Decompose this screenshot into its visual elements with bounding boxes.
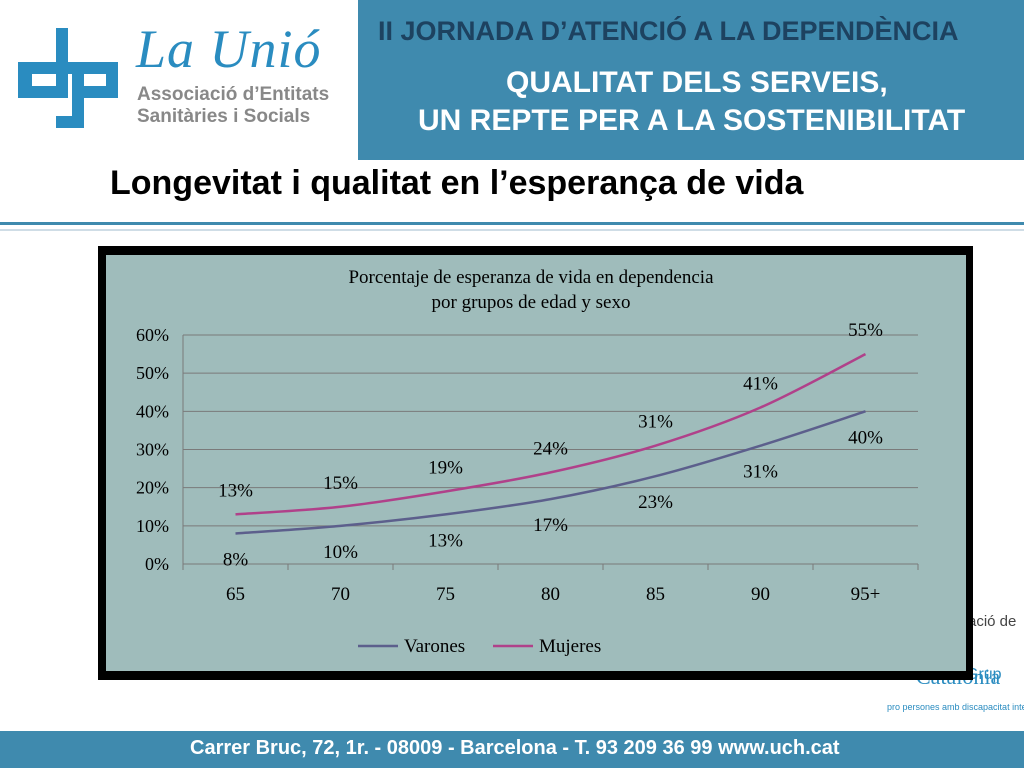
x-tick-label: 70	[331, 584, 350, 605]
logo-name: La Unió	[136, 19, 322, 79]
data-label-varones: 13%	[428, 530, 463, 551]
divider	[0, 229, 1024, 231]
title-band	[0, 160, 1024, 225]
logo-subtitle-line-2: Sanitàries i Socials	[137, 106, 311, 127]
banner-line-3: UN REPTE PER A LA SOSTENIBILITAT	[418, 104, 966, 137]
x-tick-label: 85	[646, 584, 665, 605]
series-line-mujeres	[235, 352, 867, 516]
y-tick-label: 10%	[136, 516, 169, 536]
slide-title: Longevitat i qualitat en l’esperança de …	[110, 164, 804, 202]
footer-bar	[0, 731, 1024, 768]
data-label-mujeres: 55%	[848, 320, 883, 341]
footer-address: Carrer Bruc, 72, 1r. - 08009 - Barcelona…	[190, 737, 840, 759]
x-tick-label: 95+	[851, 584, 881, 605]
data-label-varones: 31%	[743, 462, 778, 483]
side-logo-top: Grup	[966, 666, 1002, 683]
data-label-varones: 10%	[323, 542, 358, 563]
x-tick-label: 90	[751, 584, 770, 605]
y-tick-label: 40%	[136, 401, 169, 421]
logo-subtitle-line-1: Associació d’Entitats	[137, 84, 330, 105]
y-tick-label: 60%	[136, 325, 169, 345]
side-text-fragment: ació de	[968, 613, 1017, 630]
data-label-mujeres: 24%	[533, 438, 568, 459]
event-banner: II JORNADA D’ATENCIÓ A LA DEPENDÈNCIA QU…	[358, 0, 1024, 160]
data-label-mujeres: 13%	[218, 480, 253, 501]
chart-title-line-2: por grupos de edad y sexo	[432, 292, 631, 313]
logo-area: La Unió Associació d’Entitats Sanitàries…	[0, 0, 358, 160]
data-label-varones: 23%	[638, 492, 673, 513]
logo-subtitle: Associació d’Entitats Sanitàries i Socia…	[137, 84, 329, 128]
legend-label-mujeres: Mujeres	[539, 636, 601, 657]
line-chart: Porcentaje de esperanza de vida en depen…	[136, 267, 919, 657]
series-line-varones	[235, 410, 866, 535]
data-label-mujeres: 15%	[323, 473, 358, 494]
x-tick-label: 65	[226, 584, 245, 605]
banner-line-1: II JORNADA D’ATENCIÓ A LA DEPENDÈNCIA	[378, 16, 959, 46]
data-label-mujeres: 41%	[743, 374, 778, 395]
y-tick-label: 50%	[136, 363, 169, 383]
chart-title-line-1: Porcentaje de esperanza de vida en depen…	[348, 267, 714, 288]
la-unio-logo-icon	[18, 28, 118, 128]
data-label-varones: 8%	[223, 549, 249, 570]
banner-line-2: QUALITAT DELS SERVEIS,	[506, 66, 888, 99]
y-tick-label: 30%	[136, 440, 169, 460]
data-label-varones: 17%	[533, 515, 568, 536]
legend-label-varones: Varones	[404, 636, 465, 657]
chart-frame: Porcentaje de esperanza de vida en depen…	[98, 246, 973, 680]
data-label-varones: 40%	[848, 427, 883, 448]
data-label-mujeres: 31%	[638, 412, 673, 433]
side-logo-tagline: pro persones amb discapacitat intel·lect…	[887, 702, 1024, 712]
x-tick-label: 80	[541, 584, 560, 605]
y-tick-label: 20%	[136, 478, 169, 498]
chart-area: Porcentaje de esperanza de vida en depen…	[106, 255, 966, 671]
data-label-mujeres: 19%	[428, 457, 463, 478]
x-tick-label: 75	[436, 584, 455, 605]
y-tick-label: 0%	[145, 554, 169, 574]
